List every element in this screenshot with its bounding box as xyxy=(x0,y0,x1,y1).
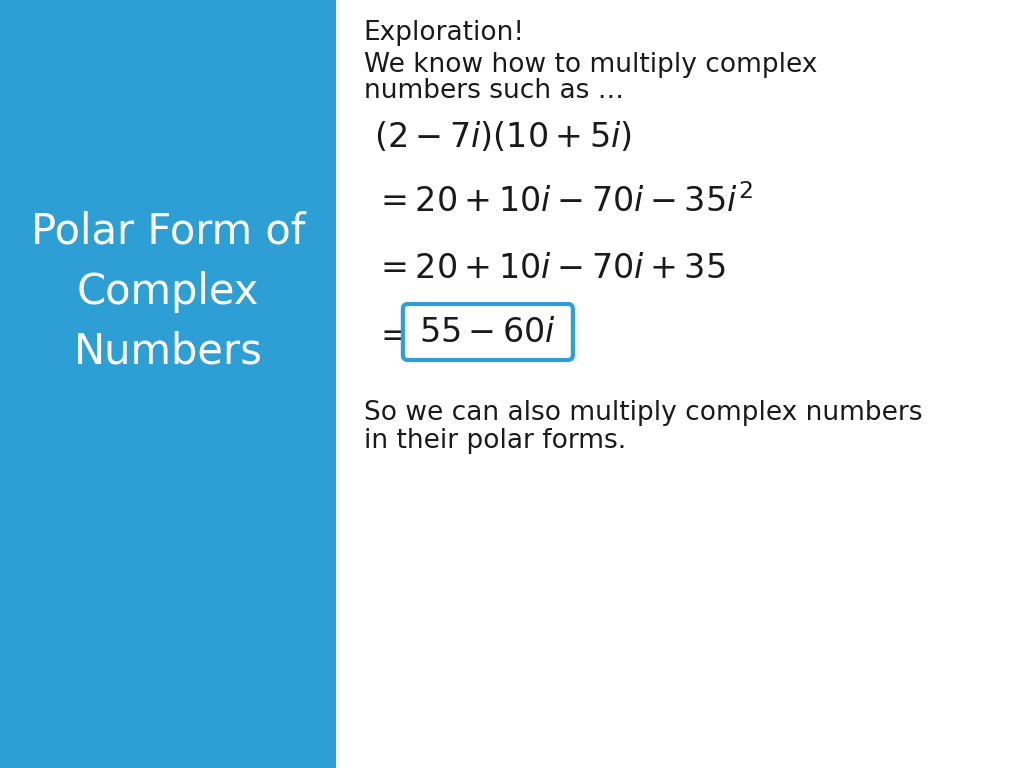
Text: We know how to multiply complex: We know how to multiply complex xyxy=(364,52,817,78)
Text: $= 20 + 10i - 70i + 35$: $= 20 + 10i - 70i + 35$ xyxy=(374,252,725,285)
Text: numbers such as …: numbers such as … xyxy=(364,78,624,104)
Text: Complex: Complex xyxy=(77,271,259,313)
Bar xyxy=(0,0,336,768)
Text: Exploration!: Exploration! xyxy=(364,20,525,46)
FancyBboxPatch shape xyxy=(402,304,572,360)
Text: $(2 - 7i)(10 + 5i)$: $(2 - 7i)(10 + 5i)$ xyxy=(374,120,632,154)
Text: Numbers: Numbers xyxy=(74,331,262,372)
Text: So we can also multiply complex numbers: So we can also multiply complex numbers xyxy=(364,400,923,426)
Text: in their polar forms.: in their polar forms. xyxy=(364,428,626,454)
Text: $= 20 + 10i - 70i - 35i^2$: $= 20 + 10i - 70i - 35i^2$ xyxy=(374,184,753,219)
Text: $55 - 60i$: $55 - 60i$ xyxy=(420,316,556,349)
Text: $=$: $=$ xyxy=(374,318,407,351)
Text: Polar Form of: Polar Form of xyxy=(31,211,305,253)
